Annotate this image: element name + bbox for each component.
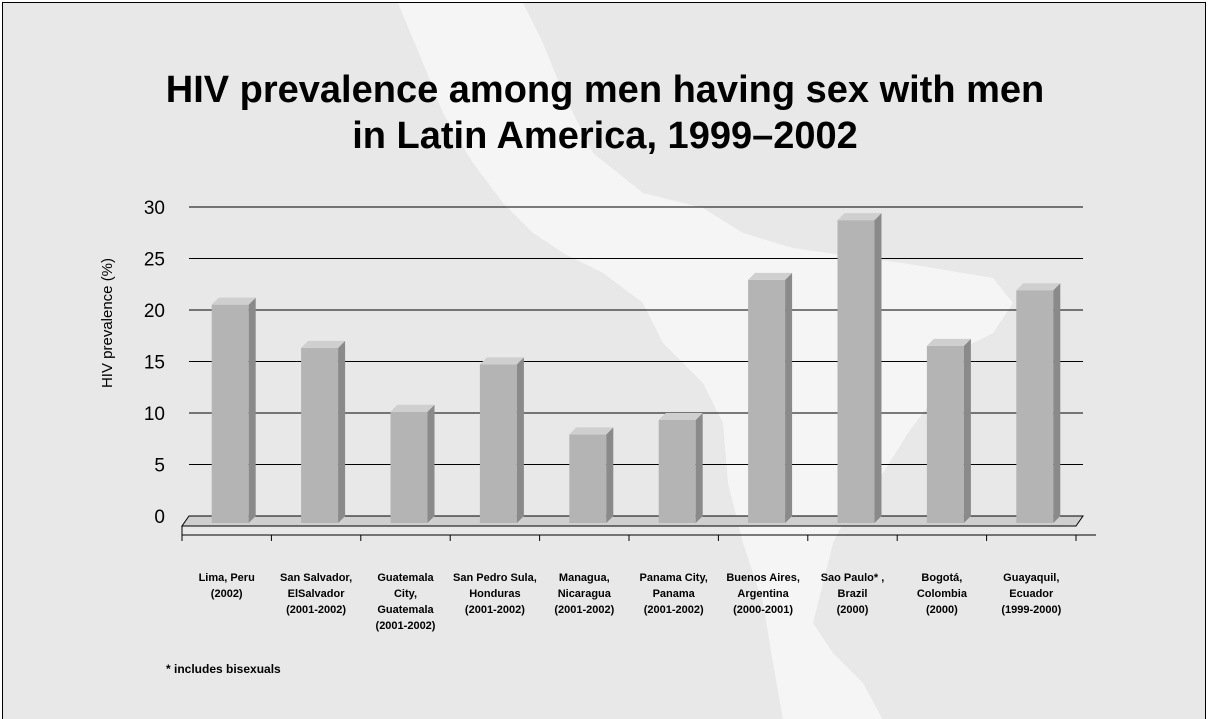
bar-front (926, 345, 964, 523)
chart-title-line-1: HIV prevalence among men having sex with… (165, 69, 1045, 111)
bar (748, 272, 793, 523)
bar (837, 213, 882, 523)
x-category-label: San Salvador, ElSalvador (2001-2002) (280, 572, 352, 616)
y-tick-label: 0 (154, 507, 165, 528)
chart-title-line-2: in Latin America, 1999–2002 (352, 115, 858, 157)
bar-side (695, 413, 703, 523)
x-category-label: Guatemala City, Guatemala (2001-2002) (376, 572, 436, 632)
y-tick-label: 15 (144, 353, 165, 374)
bar (1016, 283, 1061, 523)
bar-top (658, 413, 703, 420)
y-tick-label: 5 (154, 456, 165, 477)
bar-top (837, 213, 882, 221)
y-tick-label: 20 (144, 301, 165, 322)
bar-top (479, 357, 524, 365)
bar-top (748, 272, 793, 280)
footnote: * includes bisexuals (166, 662, 281, 676)
bar-front (1016, 290, 1054, 523)
bar-top (301, 340, 346, 348)
x-category-label: Managua, Nicaragua (2001-2002) (554, 572, 614, 616)
bar (211, 297, 256, 523)
map-island (603, 228, 663, 245)
bar (390, 404, 435, 523)
bar-top (569, 427, 614, 435)
bar (658, 413, 703, 523)
x-category-label: Bogotá, Colombia (2000) (917, 572, 968, 616)
bars (211, 213, 1061, 523)
bar-side (606, 427, 614, 523)
y-axis-ticks: 0 5 10 15 20 25 30 (144, 198, 165, 528)
y-axis-label: HIV prevalence (%) (99, 258, 116, 388)
bar-front (837, 220, 875, 523)
bar-front (479, 364, 517, 523)
bar (301, 340, 346, 523)
bar-front (569, 434, 607, 523)
x-category-label: Sao Paulo* , Brazil (2000) (821, 572, 885, 616)
x-category-label: Guayaquil, Ecuador (1999-2000) (1001, 572, 1061, 616)
bar-side (1053, 283, 1061, 523)
y-tick-label: 30 (144, 198, 165, 219)
bar-side (516, 357, 524, 523)
x-category-label: Panama City, Panama (2001-2002) (640, 572, 708, 616)
bar-front (301, 347, 339, 523)
bar-top (211, 297, 256, 305)
bar-top (926, 338, 971, 346)
bar-chart: 0 5 10 15 20 25 30 Lima, Peru (2002) San Salvado… (99, 198, 1096, 632)
bar-front (390, 411, 428, 523)
bar-front (748, 279, 786, 523)
x-category-label: Buenos Aires, Argentina (2000-2001) (726, 572, 800, 616)
bar-side (338, 340, 346, 523)
bar-side (248, 297, 256, 523)
y-tick-label: 25 (144, 250, 165, 271)
bar-side (874, 213, 882, 523)
bar-front (211, 304, 249, 523)
bar-side (427, 404, 435, 523)
x-category-label: Lima, Peru (2002) (199, 572, 255, 600)
bar-top (1016, 283, 1061, 291)
bar (569, 427, 614, 523)
x-axis-categories: Lima, Peru (2002) San Salvador, ElSalvador(… (199, 572, 1062, 632)
bar-top (390, 404, 435, 412)
x-category-label: San Pedro Sula, Honduras (2001-2002) (453, 572, 537, 616)
bar-side (963, 338, 971, 523)
bar-front (658, 420, 696, 523)
bar (479, 357, 524, 523)
bar (926, 338, 971, 523)
y-tick-label: 10 (144, 404, 165, 425)
bar-side (785, 272, 793, 523)
